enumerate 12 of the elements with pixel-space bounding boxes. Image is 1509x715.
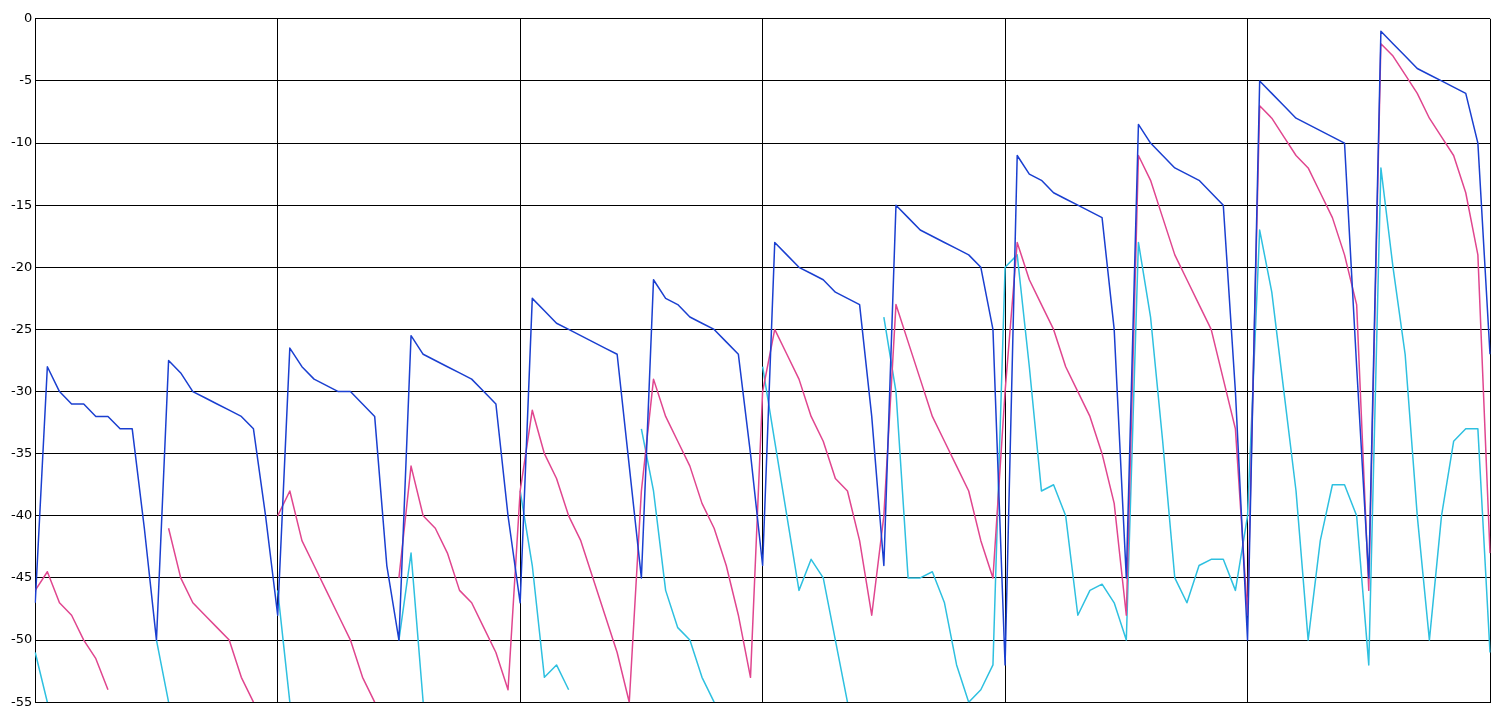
- y-tick-label: -15: [11, 196, 33, 212]
- y-tick-label: -20: [11, 258, 33, 274]
- y-tick-label: -50: [11, 631, 33, 647]
- y-tick-label: -5: [19, 72, 33, 88]
- y-tick-label: -45: [11, 569, 33, 585]
- y-tick-label: -25: [11, 320, 33, 336]
- y-tick-label: -10: [11, 134, 33, 150]
- y-tick-label: -55: [11, 693, 33, 709]
- y-tick-label: -30: [11, 382, 33, 398]
- y-tick-label: 0: [23, 10, 33, 26]
- y-tick-label: -35: [11, 445, 33, 461]
- y-tick-label: -40: [11, 507, 33, 523]
